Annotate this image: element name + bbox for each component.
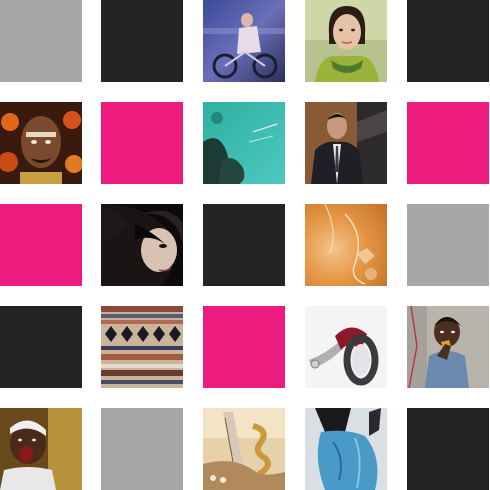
gray-square-tile bbox=[101, 408, 183, 490]
child-photo bbox=[407, 306, 489, 388]
wheel-object-photo bbox=[305, 306, 387, 388]
black-square-tile bbox=[407, 0, 489, 82]
orange-abstract-photo bbox=[305, 204, 387, 286]
dark-hair-woman-photo bbox=[101, 204, 183, 286]
gray-square-tile bbox=[0, 0, 82, 82]
blue-garment-photo bbox=[305, 408, 387, 490]
pink-square-tile bbox=[101, 102, 183, 184]
gray-square-tile bbox=[407, 204, 489, 286]
black-square-tile bbox=[101, 0, 183, 82]
pink-square-tile bbox=[0, 204, 82, 286]
aerial-coast-photo bbox=[203, 102, 285, 184]
pink-square-tile bbox=[407, 102, 489, 184]
black-square-tile bbox=[203, 204, 285, 286]
man-in-suit-photo bbox=[305, 102, 387, 184]
shouting-man-photo bbox=[0, 408, 82, 490]
sculpture-detail-photo bbox=[203, 408, 285, 490]
cyclist-photo bbox=[203, 0, 285, 82]
pink-square-tile bbox=[203, 306, 285, 388]
woman-portrait-photo bbox=[305, 0, 387, 82]
black-square-tile bbox=[0, 306, 82, 388]
black-square-tile bbox=[407, 408, 489, 490]
painted-face-photo bbox=[0, 102, 82, 184]
woven-textile-photo bbox=[101, 306, 183, 388]
